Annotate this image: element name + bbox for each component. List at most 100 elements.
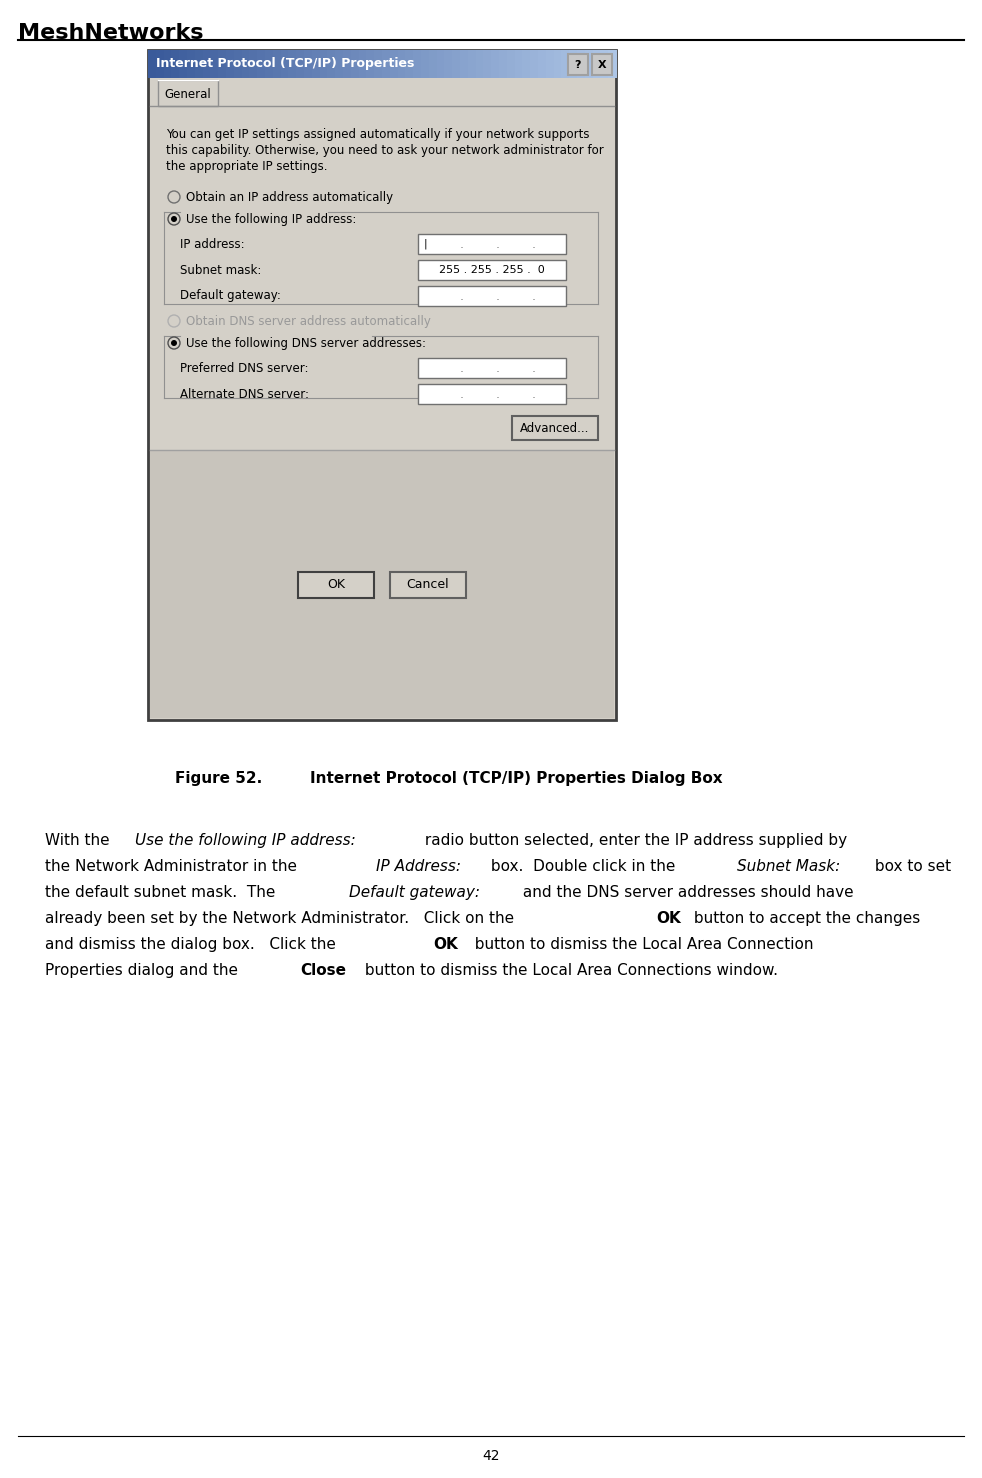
Text: .: . <box>496 362 500 374</box>
Text: Use the following IP address:: Use the following IP address: <box>135 834 355 848</box>
Bar <box>366 50 375 78</box>
Text: X: X <box>598 59 606 69</box>
Bar <box>234 50 243 78</box>
Bar <box>475 50 484 78</box>
Bar <box>512 415 598 440</box>
Text: Cancel: Cancel <box>407 578 450 591</box>
Bar <box>327 50 336 78</box>
Bar <box>319 50 328 78</box>
Bar <box>187 50 195 78</box>
Bar <box>499 50 508 78</box>
Text: button to dismiss the Local Area Connection: button to dismiss the Local Area Connect… <box>464 937 813 952</box>
Text: Preferred DNS server:: Preferred DNS server: <box>180 362 308 374</box>
Bar <box>265 50 274 78</box>
Bar <box>150 78 614 718</box>
Text: already been set by the Network Administrator.   Click on the: already been set by the Network Administ… <box>45 910 519 927</box>
Text: .: . <box>496 290 500 303</box>
Text: the default subnet mask.  The: the default subnet mask. The <box>45 885 280 900</box>
Bar <box>335 50 344 78</box>
Text: and the DNS server addresses should have: and the DNS server addresses should have <box>518 885 853 900</box>
Text: box.  Double click in the: box. Double click in the <box>486 859 681 873</box>
Text: IP address:: IP address: <box>180 238 245 250</box>
Text: 255 . 255 . 255 .  0: 255 . 255 . 255 . 0 <box>439 265 545 275</box>
Text: Use the following DNS server addresses:: Use the following DNS server addresses: <box>186 337 426 349</box>
Text: .: . <box>532 387 536 401</box>
Bar <box>570 50 578 78</box>
Text: button to accept the changes: button to accept the changes <box>688 910 920 927</box>
Text: Alternate DNS server:: Alternate DNS server: <box>180 387 309 401</box>
Bar <box>418 384 566 403</box>
Text: Advanced...: Advanced... <box>520 421 589 435</box>
Text: button to dismiss the Local Area Connections window.: button to dismiss the Local Area Connect… <box>359 964 778 978</box>
Bar <box>460 50 468 78</box>
Bar <box>577 50 586 78</box>
Text: the appropriate IP settings.: the appropriate IP settings. <box>166 160 328 173</box>
Text: .: . <box>460 238 464 250</box>
Circle shape <box>171 216 177 222</box>
Bar <box>150 449 614 718</box>
Text: the Network Administrator in the: the Network Administrator in the <box>45 859 301 873</box>
Bar <box>491 50 500 78</box>
Text: this capability. Otherwise, you need to ask your network administrator for: this capability. Otherwise, you need to … <box>166 143 604 157</box>
Bar <box>452 50 461 78</box>
Bar <box>507 50 516 78</box>
Text: IP Address:: IP Address: <box>376 859 462 873</box>
Text: radio button selected, enter the IP address supplied by: radio button selected, enter the IP addr… <box>419 834 846 848</box>
Text: .: . <box>532 238 536 250</box>
Circle shape <box>168 213 180 225</box>
Bar <box>148 50 616 720</box>
Bar <box>298 572 374 599</box>
Bar <box>158 80 218 106</box>
Text: OK: OK <box>433 937 458 952</box>
Bar <box>585 50 593 78</box>
Text: ?: ? <box>574 59 581 69</box>
Bar <box>374 50 383 78</box>
Text: Close: Close <box>300 964 347 978</box>
Text: Internet Protocol (TCP/IP) Properties: Internet Protocol (TCP/IP) Properties <box>156 58 414 71</box>
Text: Properties dialog and the: Properties dialog and the <box>45 964 243 978</box>
Text: .: . <box>460 362 464 374</box>
Circle shape <box>168 337 180 349</box>
Bar <box>172 50 181 78</box>
Text: |: | <box>424 239 427 250</box>
Bar <box>312 50 320 78</box>
Bar <box>600 50 609 78</box>
Bar <box>390 50 399 78</box>
Text: Subnet Mask:: Subnet Mask: <box>736 859 840 873</box>
Bar <box>592 55 612 75</box>
Bar <box>467 50 476 78</box>
Text: Obtain DNS server address automatically: Obtain DNS server address automatically <box>186 315 431 328</box>
Text: Internet Protocol (TCP/IP) Properties Dialog Box: Internet Protocol (TCP/IP) Properties Di… <box>310 770 723 785</box>
Bar <box>148 50 157 78</box>
Bar <box>242 50 250 78</box>
Bar <box>421 50 430 78</box>
Circle shape <box>171 340 177 346</box>
Bar <box>202 50 211 78</box>
Text: box to set: box to set <box>870 859 952 873</box>
Bar <box>483 50 492 78</box>
Bar <box>382 50 391 78</box>
Bar <box>406 50 414 78</box>
Text: and dismiss the dialog box.   Click the: and dismiss the dialog box. Click the <box>45 937 346 952</box>
Text: You can get IP settings assigned automatically if your network supports: You can get IP settings assigned automat… <box>166 129 589 140</box>
Bar <box>608 50 617 78</box>
Bar <box>437 50 446 78</box>
Text: Use the following IP address:: Use the following IP address: <box>186 213 356 226</box>
Bar <box>418 234 566 254</box>
Bar <box>273 50 282 78</box>
Text: MeshNetworks: MeshNetworks <box>18 24 203 43</box>
Bar <box>351 50 359 78</box>
Bar <box>194 50 203 78</box>
Bar <box>562 50 571 78</box>
Bar <box>210 50 219 78</box>
Text: .: . <box>496 238 500 250</box>
Bar <box>249 50 258 78</box>
Bar <box>554 50 563 78</box>
Text: .: . <box>496 387 500 401</box>
Bar <box>418 260 566 279</box>
Bar <box>281 50 290 78</box>
Bar <box>418 287 566 306</box>
Text: OK: OK <box>327 578 345 591</box>
Bar <box>304 50 313 78</box>
Text: Obtain an IP address automatically: Obtain an IP address automatically <box>186 191 393 204</box>
